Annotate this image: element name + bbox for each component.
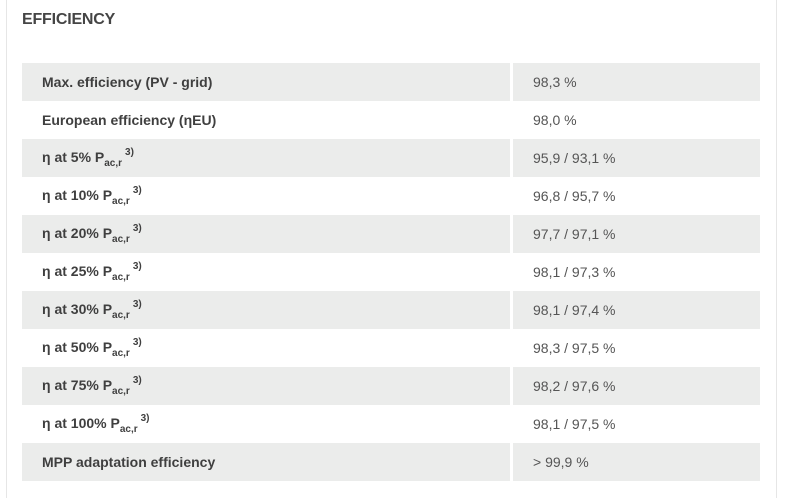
label-text: η at 30% P	[42, 301, 113, 317]
row-label: η at 100% Pac,r3)	[22, 405, 513, 443]
row-label: η at 5% Pac,r3)	[22, 139, 513, 177]
footnote-marker: 3)	[132, 223, 142, 234]
footnote-marker: 3)	[132, 299, 142, 310]
label-text: MPP adaptation efficiency	[42, 454, 216, 470]
row-label: η at 50% Pac,r3)	[22, 329, 513, 367]
label-subscript: ac,r	[112, 386, 130, 397]
footnote-marker: 3)	[132, 337, 142, 348]
row-label: MPP adaptation efficiency	[22, 443, 513, 481]
efficiency-table: Max. efficiency (PV - grid) 98,3 % Europea…	[22, 63, 760, 481]
row-value: 97,7 / 97,1 %	[511, 215, 760, 253]
label-text: η at 100% P	[42, 415, 120, 431]
label-subscript: ac,r	[112, 196, 130, 207]
label-text: η at 75% P	[42, 377, 113, 393]
row-label: η at 25% Pac,r3)	[22, 253, 513, 291]
label-text: Max. efficiency (PV - grid)	[42, 74, 213, 90]
row-label: η at 20% Pac,r3)	[22, 215, 513, 253]
table-row: European efficiency (ηEU) 98,0 %	[22, 101, 760, 139]
table-row: η at 25% Pac,r3) 98,1 / 97,3 %	[22, 253, 760, 291]
table-row: η at 75% Pac,r3) 98,2 / 97,6 %	[22, 367, 760, 405]
label-subscript: ac,r	[104, 158, 123, 169]
table-row: η at 100% Pac,r3) 98,1 / 97,5 %	[22, 405, 760, 443]
row-label: Max. efficiency (PV - grid)	[22, 63, 513, 101]
label-text: European efficiency (ηEU)	[42, 112, 217, 128]
footnote-marker: 3)	[132, 261, 142, 272]
table-row: η at 5% Pac,r3) 95,9 / 93,1 %	[22, 139, 760, 177]
row-value: 98,1 / 97,5 %	[533, 416, 616, 432]
label-subscript: ac,r	[119, 424, 138, 435]
label-subscript: ac,r	[112, 348, 130, 359]
label-text: η at 20% P	[42, 225, 113, 241]
footnote-marker: 3)	[125, 147, 134, 158]
footnote-marker: 3)	[140, 413, 150, 424]
label-text: η at 25% P	[42, 263, 113, 279]
footnote-marker: 3)	[132, 375, 142, 386]
row-value: 96,8 / 95,7 %	[533, 188, 616, 204]
row-value: 98,3 / 97,5 %	[533, 340, 616, 356]
table-row: η at 50% Pac,r3) 98,3 / 97,5 %	[22, 329, 760, 367]
row-value: > 99,9 %	[511, 443, 760, 481]
row-value: 98,2 / 97,6 %	[511, 367, 760, 405]
label-text: η at 10% P	[42, 187, 113, 203]
efficiency-panel	[6, 0, 777, 498]
table-row: MPP adaptation efficiency > 99,9 %	[22, 443, 760, 481]
label-text: η at 5% P	[42, 149, 105, 165]
table-row: η at 10% Pac,r3) 96,8 / 95,7 %	[22, 177, 760, 215]
label-subscript: ac,r	[112, 234, 130, 245]
section-title: EFFICIENCY	[22, 11, 116, 28]
footnote-marker: 3)	[132, 185, 142, 196]
table-row: Max. efficiency (PV - grid) 98,3 %	[22, 63, 760, 101]
row-label: η at 75% Pac,r3)	[22, 367, 513, 405]
table-row: η at 20% Pac,r3) 97,7 / 97,1 %	[22, 215, 760, 253]
row-label: η at 10% Pac,r3)	[22, 177, 513, 215]
row-value: 98,0 %	[533, 112, 577, 128]
label-subscript: ac,r	[112, 310, 130, 321]
row-value: 95,9 / 93,1 %	[511, 139, 760, 177]
table-row: η at 30% Pac,r3) 98,1 / 97,4 %	[22, 291, 760, 329]
row-value: 98,1 / 97,3 %	[533, 264, 616, 280]
label-subscript: ac,r	[112, 272, 130, 283]
label-text: η at 50% P	[42, 339, 113, 355]
row-label: η at 30% Pac,r3)	[22, 291, 513, 329]
row-value: 98,1 / 97,4 %	[511, 291, 760, 329]
row-value: 98,3 %	[511, 63, 760, 101]
row-label: European efficiency (ηEU)	[22, 101, 513, 139]
